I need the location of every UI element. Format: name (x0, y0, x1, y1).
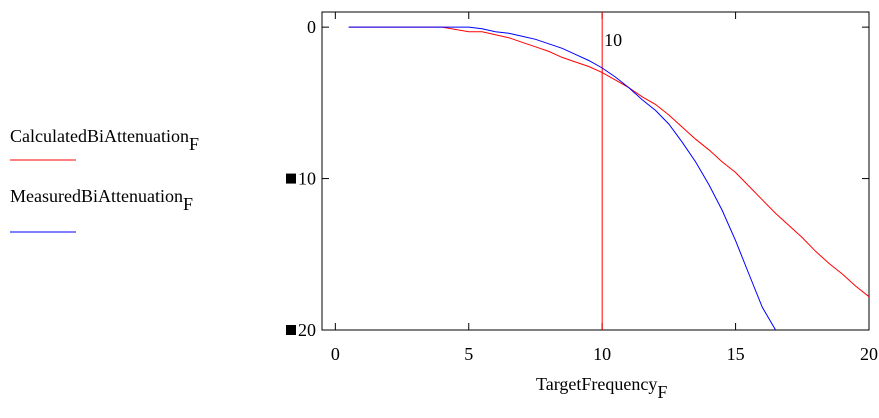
y-tick-label: 10 (298, 169, 316, 189)
x-axis: 0 5 10 15 20 (331, 12, 878, 364)
marker: 10 (601, 12, 622, 330)
minus-sign-block (286, 325, 296, 335)
series-line-measured (348, 26, 777, 330)
y-axis: 0 10 20 (286, 17, 869, 340)
legend-label-measured: MeasuredBiAttenuationF (10, 186, 193, 214)
series-group (348, 26, 869, 330)
legend: CalculatedBiAttenuationF MeasuredBiAtten… (10, 126, 199, 233)
x-axis-label: TargetFrequencyF (536, 374, 667, 402)
marker-label: 10 (604, 30, 622, 50)
plot-frame (321, 11, 870, 331)
minus-sign-block (286, 173, 296, 184)
y-tick-label: 20 (298, 320, 316, 340)
x-tick-label: 20 (860, 344, 878, 364)
x-tick-label: 5 (464, 344, 473, 364)
x-tick-label: 15 (727, 344, 745, 364)
y-tick-label: 0 (307, 17, 316, 37)
x-tick-label: 10 (593, 344, 611, 364)
series-line-calculated (348, 26, 869, 298)
legend-label-calculated: CalculatedBiAttenuationF (10, 126, 199, 154)
x-tick-label: 0 (331, 344, 340, 364)
